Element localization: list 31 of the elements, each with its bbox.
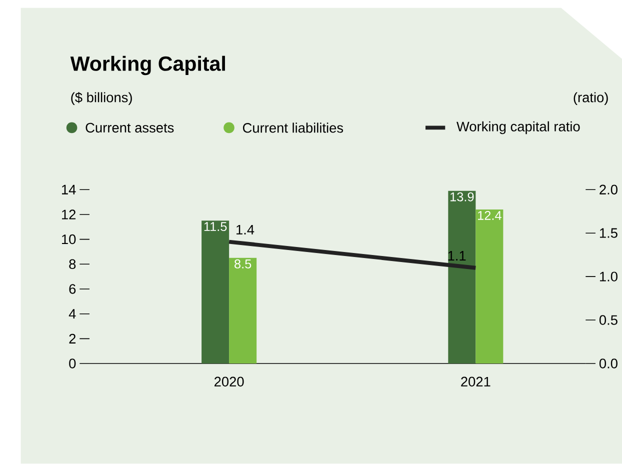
- y2-tick-label: 1.0: [600, 272, 618, 282]
- x-tick-label: 2021: [461, 376, 490, 387]
- y2-tick-label: 0.5: [599, 315, 618, 326]
- y-tick-label: 2: [69, 334, 76, 344]
- data-label: 1.4: [236, 225, 254, 235]
- y2-tick-label: 1.5: [600, 228, 618, 238]
- chart-title: Working Capital: [70, 56, 225, 76]
- y-tick-label: 4: [68, 309, 76, 319]
- x-tick-label: 2020: [214, 376, 244, 387]
- y2-tick-label: 0.0: [599, 358, 618, 368]
- y-tick-label: 14: [62, 185, 76, 194]
- data-label: 8.5: [234, 260, 252, 269]
- legend-label: Working capital ratio: [456, 121, 580, 134]
- data-label: 12.4: [478, 211, 502, 220]
- y-tick-label: 6: [69, 284, 76, 294]
- bar: [202, 220, 230, 364]
- text: ($ billions): [71, 92, 132, 106]
- y-tick-label: 8: [69, 259, 76, 270]
- y2-tick-label: 2.0: [600, 184, 618, 195]
- data-label: 1.1: [448, 251, 466, 261]
- bar: [476, 210, 504, 364]
- y-tick-label: 12: [62, 210, 76, 220]
- bar: [448, 190, 476, 364]
- y-tick-label: 0: [69, 358, 76, 368]
- data-label: 13.9: [450, 192, 474, 202]
- data-label: 11.5: [204, 222, 227, 232]
- legend-label: Current liabilities: [242, 122, 344, 133]
- y-tick-label: 10: [62, 234, 76, 244]
- legend-label: Current assets: [86, 122, 174, 133]
- bar: [229, 258, 257, 364]
- text: (ratio): [574, 92, 608, 106]
